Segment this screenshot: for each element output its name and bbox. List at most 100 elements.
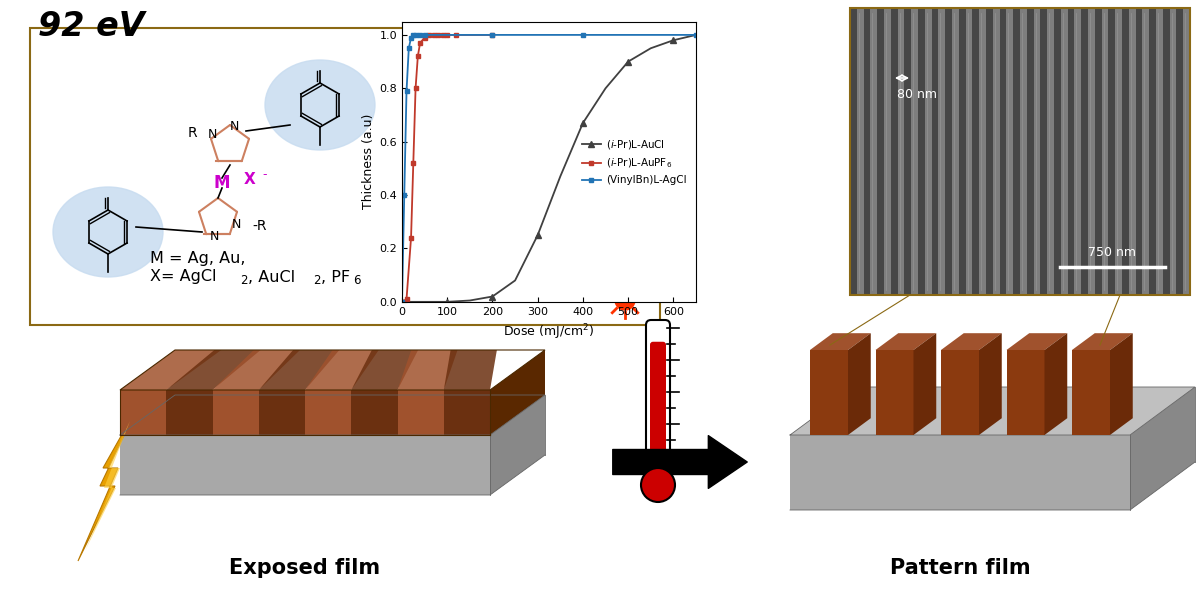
Bar (1102, 8, 1109, 295)
Bar (1007, 8, 1013, 295)
Polygon shape (212, 350, 300, 390)
Bar (1081, 8, 1088, 295)
Text: 750 nm: 750 nm (1088, 246, 1136, 259)
Polygon shape (1110, 333, 1133, 435)
Bar (850, 8, 1190, 295)
Bar (857, 8, 864, 295)
Bar (1142, 8, 1150, 295)
Polygon shape (941, 350, 979, 435)
Polygon shape (1072, 333, 1133, 350)
Bar (1040, 8, 1048, 295)
Bar (918, 8, 925, 295)
Polygon shape (1007, 350, 1044, 435)
Polygon shape (120, 395, 545, 435)
Bar (972, 8, 979, 295)
FancyArrowPatch shape (613, 436, 748, 488)
Bar (946, 8, 952, 295)
Polygon shape (490, 350, 545, 435)
Bar (1176, 8, 1183, 295)
Text: 80 nm: 80 nm (898, 87, 937, 100)
Circle shape (641, 468, 674, 502)
Bar (925, 8, 931, 295)
Bar (1074, 8, 1081, 295)
Text: 92 eV: 92 eV (38, 10, 145, 43)
Text: N: N (232, 217, 241, 230)
Ellipse shape (53, 187, 163, 277)
FancyBboxPatch shape (646, 320, 670, 475)
Bar (959, 8, 966, 295)
Bar (1129, 8, 1135, 295)
Polygon shape (397, 390, 444, 435)
Bar (898, 8, 905, 295)
Polygon shape (444, 350, 497, 390)
Polygon shape (444, 390, 490, 435)
Text: -R: -R (253, 219, 268, 233)
Bar (884, 8, 890, 295)
Polygon shape (167, 390, 212, 435)
Text: Pattern film: Pattern film (889, 558, 1031, 578)
Bar (1122, 8, 1129, 295)
Bar (1156, 8, 1163, 295)
Polygon shape (848, 333, 871, 435)
Polygon shape (941, 333, 1002, 350)
Text: 2: 2 (240, 275, 247, 288)
Polygon shape (305, 350, 379, 390)
Polygon shape (1072, 350, 1110, 435)
Polygon shape (790, 435, 1130, 510)
Bar (905, 8, 911, 295)
Text: Exposed film: Exposed film (229, 558, 380, 578)
Bar (1027, 8, 1033, 295)
Bar (931, 8, 938, 295)
Polygon shape (120, 435, 490, 495)
Polygon shape (78, 406, 138, 561)
Polygon shape (876, 333, 936, 350)
Bar (1000, 8, 1007, 295)
Text: -: - (262, 169, 266, 182)
Bar (1048, 8, 1054, 295)
Text: N: N (209, 230, 218, 243)
X-axis label: Dose (mJ/cm$^2$): Dose (mJ/cm$^2$) (503, 322, 595, 342)
Bar (979, 8, 986, 295)
Polygon shape (1044, 333, 1067, 435)
Bar (870, 8, 877, 295)
Text: , PF: , PF (322, 270, 350, 285)
Bar (1170, 8, 1176, 295)
Bar (938, 8, 946, 295)
Polygon shape (490, 395, 545, 495)
Polygon shape (120, 390, 167, 435)
Bar (1013, 8, 1020, 295)
Bar (911, 8, 918, 295)
Bar (1150, 8, 1156, 295)
FancyBboxPatch shape (650, 342, 666, 471)
Polygon shape (212, 390, 259, 435)
Bar (30, 28, 660, 325)
Polygon shape (790, 387, 1195, 435)
Bar (1163, 8, 1170, 295)
Bar (890, 8, 898, 295)
Polygon shape (1130, 387, 1195, 510)
Polygon shape (1007, 333, 1067, 350)
Legend: $(i$-Pr)L-AuCl, $(i$-Pr)L-AuPF$_6$, (VinylBn)L-AgCl: $(i$-Pr)L-AuCl, $(i$-Pr)L-AuPF$_6$, (Vin… (578, 134, 691, 189)
Bar (1061, 8, 1068, 295)
Text: M: M (214, 174, 230, 192)
Y-axis label: Thickness (a.u): Thickness (a.u) (362, 114, 376, 209)
Text: N: N (229, 121, 239, 134)
Text: X= AgCl: X= AgCl (150, 270, 216, 285)
Text: M = Ag, Au,: M = Ag, Au, (150, 251, 246, 265)
Bar (966, 8, 972, 295)
Polygon shape (876, 350, 913, 435)
Polygon shape (352, 350, 418, 390)
Bar (1020, 8, 1027, 295)
Text: 6: 6 (353, 275, 360, 288)
Text: 2: 2 (313, 275, 320, 288)
Text: X: X (244, 172, 256, 187)
Polygon shape (305, 390, 352, 435)
Bar (1109, 8, 1115, 295)
Polygon shape (259, 350, 340, 390)
Circle shape (616, 290, 635, 310)
Polygon shape (913, 333, 936, 435)
Polygon shape (397, 350, 457, 390)
Bar (877, 8, 884, 295)
Bar (1183, 8, 1190, 295)
Text: R: R (187, 126, 197, 140)
